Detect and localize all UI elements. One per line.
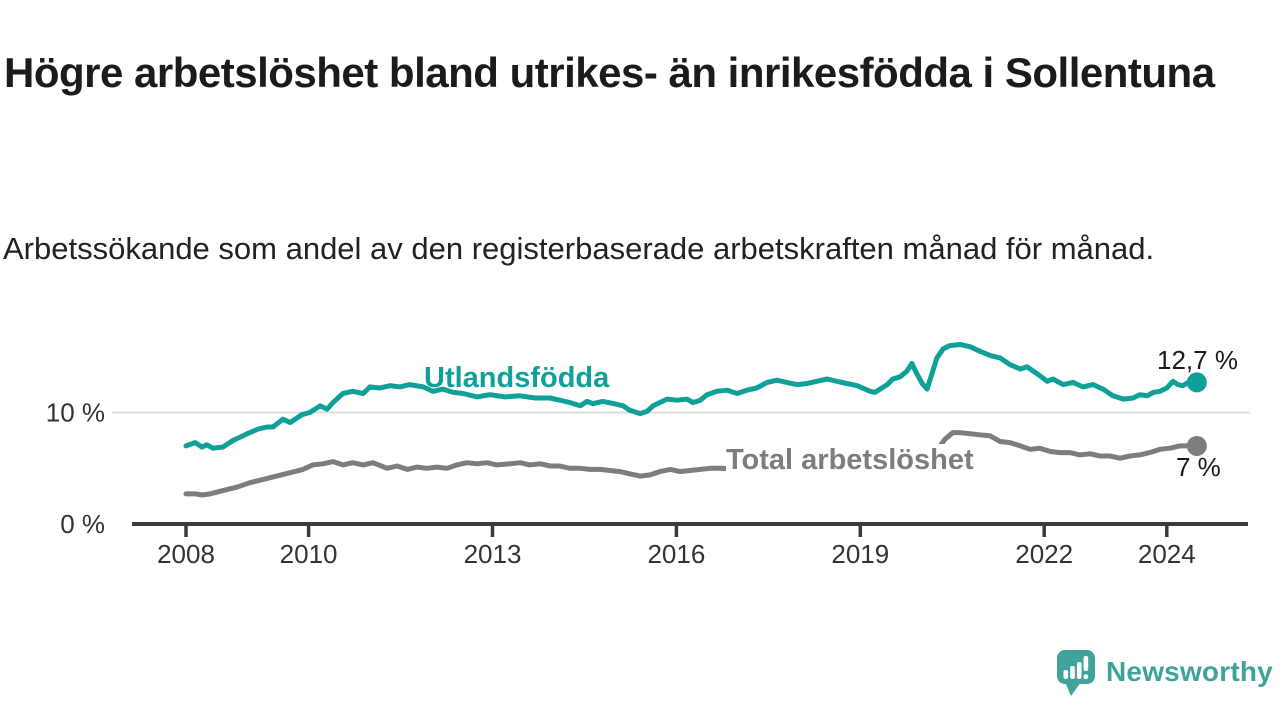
- x-tick-label: 2008: [157, 539, 215, 569]
- series-label-total-arbetsloshet: Total arbetslöshet: [726, 444, 976, 477]
- x-tick-label: 2016: [647, 539, 705, 569]
- chart-subtitle: Arbetssökande som andel av den registerb…: [3, 231, 1155, 266]
- series-line-total: [183, 430, 1200, 498]
- x-tick-label: 2019: [831, 539, 889, 569]
- newsworthy-brand: Newsworthy: [1057, 650, 1277, 700]
- series-label-utlandsfodda: Utlandsfödda: [424, 362, 610, 394]
- end-value-label-total: 7 %: [1176, 452, 1221, 482]
- series-lines: [183, 342, 1207, 498]
- end-value-label-utlandsfodda: 12,7 %: [1157, 345, 1238, 375]
- x-axis: 2008 2010 2013 2016 2019 2022 2024: [132, 522, 1248, 569]
- series-line-utlandsfodda: [183, 342, 1200, 451]
- gridlines: 10 % 0 %: [46, 398, 1250, 539]
- x-tick-label: 2022: [1015, 539, 1073, 569]
- series-end-dot-total: [1186, 435, 1207, 456]
- y-tick-label: 10 %: [46, 398, 105, 428]
- y-tick-label: 0 %: [60, 509, 105, 539]
- chart-title: Högre arbetslöshet bland utrikes- än inr…: [4, 49, 1215, 97]
- newsworthy-logo-icon: [1057, 650, 1095, 696]
- newsworthy-brand-text: Newsworthy: [1106, 656, 1273, 687]
- series-end-dot-utlandsfodda: [1186, 372, 1207, 393]
- x-tick-label: 2013: [464, 539, 522, 569]
- x-tick-label: 2024: [1138, 539, 1196, 569]
- x-tick-label: 2010: [280, 539, 338, 569]
